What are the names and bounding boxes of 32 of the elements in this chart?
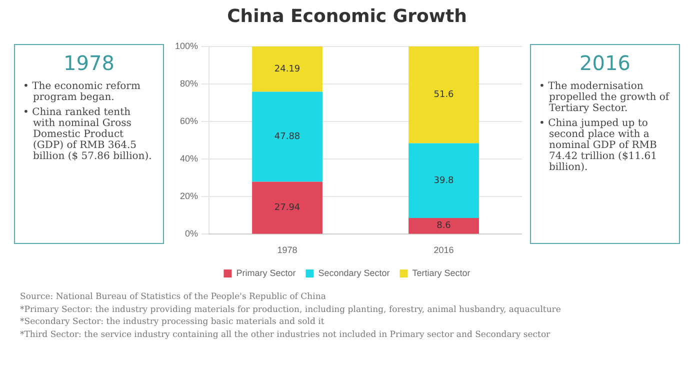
data-label: 27.94 <box>274 203 300 214</box>
legend-label: Primary Sector <box>236 268 296 278</box>
text: • China ranked tenth with nominal Gross Domestic Product (GDP) of RMB 364.5 billion ($ 57.86 billion). <box>23 107 153 162</box>
bar <box>252 46 322 92</box>
bar <box>408 46 479 144</box>
y-tick-label: 60% <box>180 116 198 126</box>
bar <box>408 218 479 234</box>
bar <box>252 92 322 182</box>
y-tick-label: 20% <box>180 191 198 202</box>
text: • The economic reform program began. <box>23 81 142 103</box>
y-tick-label: 80% <box>180 78 198 88</box>
text: • The modernisation propelled the growth of Tertiary Sector. <box>539 81 671 114</box>
y-tick-label: 40% <box>180 154 198 164</box>
source-note: Source: National Bureau of Statistics of the People's Republic of China <box>20 292 327 303</box>
y-tick-label: 0% <box>185 228 198 239</box>
data-label: 8.6 <box>436 221 452 232</box>
data-label: 39.8 <box>434 176 454 186</box>
text: *Primary Sector: the industry providing materials for production, including planting, forestry, animal husbandry, aquaculture <box>20 304 562 316</box>
text: *Third Sector: the service industry containing all the other industries not included in Primary sector and Secondary sector <box>20 330 552 340</box>
text: 2016 <box>578 51 632 75</box>
y-tick-label: 100% <box>174 40 198 51</box>
text: 1978 <box>62 51 116 75</box>
chart-title: China Economic Growth <box>226 6 468 27</box>
data-label: 24.19 <box>274 64 300 74</box>
data-label: 51.6 <box>434 90 454 100</box>
legend-label: Tertiary Sector <box>412 268 470 278</box>
text: • China jumped up to second place with a nominal GDP of RMB 74.42 trillion ($11.61 billion). <box>539 118 658 173</box>
bar <box>408 143 479 218</box>
bar <box>252 182 322 234</box>
text: *Secondary Sector: the industry processing basic materials and sold it <box>20 317 326 328</box>
data-label: 47.88 <box>274 132 300 142</box>
legend-label: Secondary Sector <box>318 268 390 278</box>
